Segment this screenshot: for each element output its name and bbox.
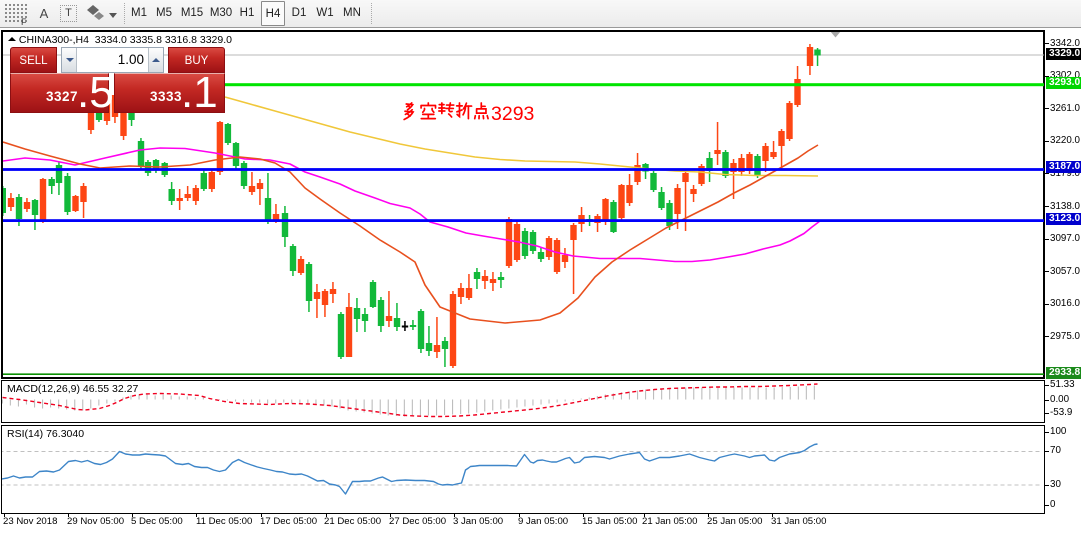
svg-text:3293: 3293 [491,103,534,125]
svg-text:F: F [21,17,27,26]
